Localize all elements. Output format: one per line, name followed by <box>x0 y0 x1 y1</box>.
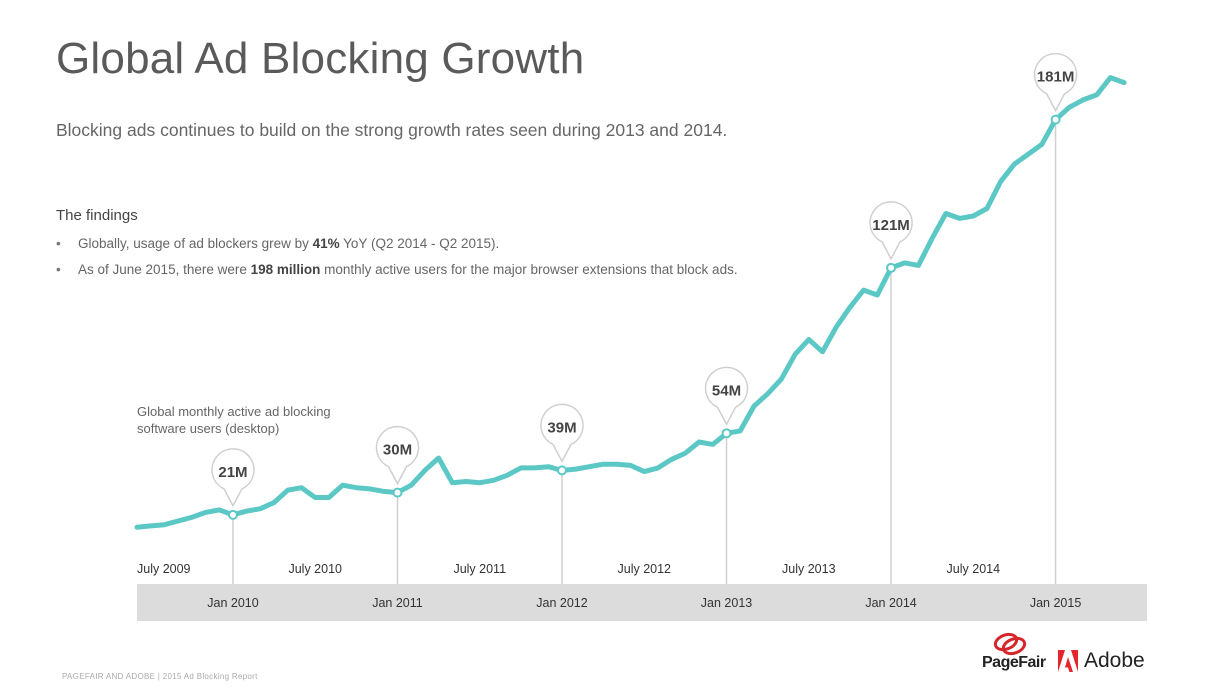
callout-label: 39M <box>547 419 576 436</box>
callout-bubble <box>1033 52 1078 113</box>
pagefair-logo-icon <box>993 632 1027 656</box>
callout-point <box>1050 114 1061 125</box>
finding-item: • Globally, usage of ad blockers grew by… <box>56 234 746 253</box>
callout-point <box>392 487 403 498</box>
x-tick-label-bottom: Jan 2013 <box>701 596 752 610</box>
adobe-logo-text: Adobe <box>1084 649 1145 672</box>
callout-label: 30M <box>383 442 412 459</box>
x-tick-label-bottom: Jan 2015 <box>1030 596 1081 610</box>
findings-heading: The findings <box>56 207 138 224</box>
x-tick-label-top: July 2013 <box>782 562 836 576</box>
x-tick-label-bottom: Jan 2012 <box>536 596 587 610</box>
callout-bubble <box>540 403 584 463</box>
callout-label: 181M <box>1037 69 1075 86</box>
pagefair-logo-text: PageFair <box>982 654 1046 671</box>
bullet-icon: • <box>56 236 61 251</box>
page-subtitle: Blocking ads continues to build on the s… <box>56 120 728 140</box>
x-tick-label-top: July 2011 <box>453 562 506 576</box>
callout-bubble <box>704 366 749 426</box>
callout-point <box>227 509 238 520</box>
callout-bubbles: 21M 30M 39M 54M 121M 181M <box>211 52 1078 508</box>
footer-text: PAGEFAIR AND ADOBE | 2015 Ad Blocking Re… <box>62 672 258 681</box>
callout-point <box>721 428 732 439</box>
x-tick-label-top: July 2014 <box>947 562 1001 576</box>
callout-point <box>557 465 568 476</box>
adobe-logo-icon <box>1058 650 1078 672</box>
x-tick-label-top: July 2010 <box>288 562 342 576</box>
x-axis-band <box>137 584 1147 621</box>
finding-text-before: Globally, usage of ad blockers grew by <box>78 236 313 251</box>
x-tick-label-top: July 2009 <box>137 562 191 576</box>
finding-text-after: monthly active users for the major brows… <box>320 262 738 277</box>
finding-text-before: As of June 2015, there were <box>78 262 251 277</box>
callout-bubble <box>211 448 255 508</box>
callout-label: 54M <box>712 382 741 399</box>
bullet-icon: • <box>56 262 61 277</box>
x-axis-bottom-ticks: Jan 2010 Jan 2011 Jan 2012 Jan 2013 Jan 2014… <box>207 596 1081 610</box>
series-label: Global monthly active ad blocking softwa… <box>137 404 331 436</box>
x-tick-label-bottom: Jan 2010 <box>207 596 258 610</box>
callout-points <box>227 114 1061 520</box>
callout-label: 21M <box>218 464 247 481</box>
finding-text-after: YoY (Q2 2014 - Q2 2015). <box>339 236 500 251</box>
callout-markers <box>232 119 1057 584</box>
series-line <box>134 75 1127 530</box>
callout-bubble <box>375 425 420 486</box>
callout-label: 121M <box>872 217 910 234</box>
x-tick-label-bottom: Jan 2014 <box>865 596 916 610</box>
x-tick-label-top: July 2012 <box>618 562 672 576</box>
page-title: Global Ad Blocking Growth <box>56 34 585 83</box>
adobe-logo: Adobe <box>1058 648 1145 674</box>
finding-text-bold: 198 million <box>250 262 321 277</box>
finding-text-bold: 41% <box>312 236 340 251</box>
callout-bubble <box>869 201 913 261</box>
x-axis-top-ticks: July 2009 July 2010 July 2011 July 2012 July… <box>137 562 1000 576</box>
finding-item: • As of June 2015, there were 198 millio… <box>56 260 746 279</box>
findings-list: • Globally, usage of ad blockers grew by… <box>56 234 746 286</box>
callout-point <box>886 262 897 273</box>
x-tick-label-bottom: Jan 2011 <box>372 596 423 610</box>
